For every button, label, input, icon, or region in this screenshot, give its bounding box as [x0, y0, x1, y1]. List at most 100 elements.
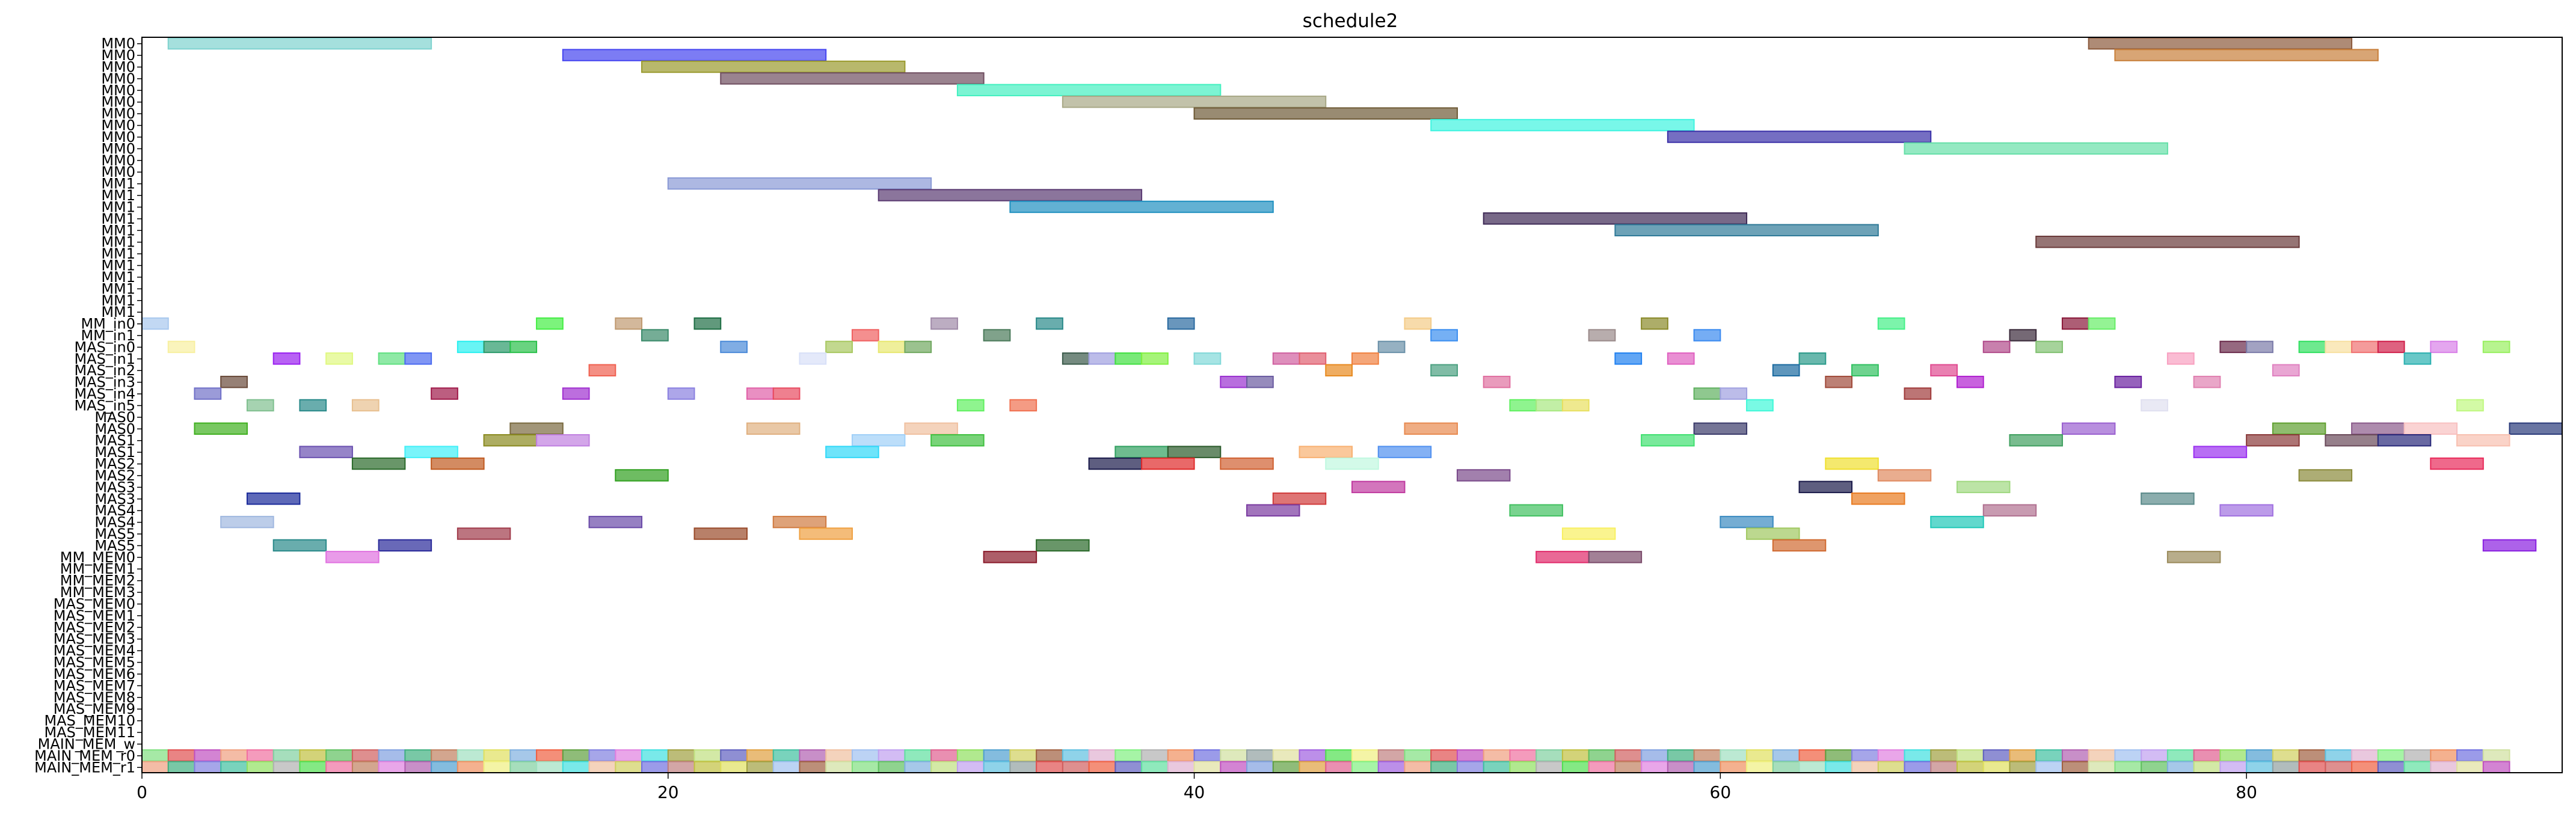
y-tick-label: MAS_MEM8 [54, 689, 135, 706]
y-tick-label: MM0 [101, 140, 135, 157]
main-mem-r1-bar [1036, 761, 1063, 774]
main-mem-r1-bar [1588, 761, 1616, 774]
task-bar [2061, 317, 2089, 330]
main-mem-r1-bar [1641, 761, 1668, 774]
y-tick-label: MM0 [101, 117, 135, 134]
main-mem-r1-bar [272, 761, 301, 774]
task-bar [1930, 515, 1984, 529]
task-bar [1877, 317, 1905, 330]
main-mem-r0-bar [1930, 749, 1958, 762]
bars-layer [141, 37, 2563, 774]
main-mem-r0-bar [2456, 749, 2484, 762]
y-tick-label: MM_MEM2 [60, 572, 135, 589]
y-tick-label: MM0 [101, 35, 135, 52]
main-mem-r1-bar [299, 761, 327, 774]
main-mem-r1-bar [2246, 761, 2273, 774]
task-bar [1404, 422, 1458, 435]
task-bar [2482, 340, 2510, 354]
y-tick-label: MM1 [101, 269, 135, 286]
main-mem-r1-bar [667, 761, 695, 774]
main-mem-r0-bar [904, 749, 932, 762]
main-mem-r0-bar [1825, 749, 1853, 762]
main-mem-r0-bar [272, 749, 301, 762]
main-mem-r1-bar [1957, 761, 1984, 774]
main-mem-r0-bar [588, 749, 616, 762]
y-tick-label: MAS_in5 [74, 397, 135, 414]
main-mem-r1-bar [1509, 761, 1537, 774]
main-mem-r0-bar [1351, 749, 1379, 762]
main-mem-r0-bar [878, 749, 906, 762]
task-bar [1772, 364, 1800, 376]
main-mem-r0-bar [1062, 749, 1090, 762]
task-bar [1957, 375, 1984, 388]
task-bar [667, 387, 695, 400]
task-bar [1772, 539, 1827, 552]
task-bar [141, 317, 169, 330]
task-bar [1456, 469, 1511, 482]
task-bar [1561, 527, 1616, 540]
main-mem-r1-bar [1798, 761, 1827, 774]
task-bar [1193, 107, 1458, 120]
y-tick-label: MM0 [101, 164, 135, 180]
task-bar [2166, 551, 2221, 563]
main-mem-r1-bar [2325, 761, 2353, 774]
main-mem-r1-bar [2403, 761, 2432, 774]
task-bar [1483, 212, 1748, 225]
main-mem-r0-bar [983, 749, 1011, 762]
main-mem-r1-bar [1693, 761, 1721, 774]
main-mem-r1-bar [220, 761, 248, 774]
main-mem-r0-bar [2009, 749, 2037, 762]
task-bar [1746, 399, 1774, 412]
main-mem-r0-bar [2403, 749, 2432, 762]
main-mem-r0-bar [220, 749, 248, 762]
main-mem-r0-bar [2219, 749, 2248, 762]
main-mem-r1-bar [1456, 761, 1484, 774]
task-bar [2325, 340, 2353, 354]
y-tick-label: MM1 [101, 257, 135, 274]
y-tick-label: MAS_in4 [74, 385, 135, 402]
main-mem-r1-bar [1351, 761, 1379, 774]
x-tick-label: 20 [657, 782, 679, 802]
main-mem-r1-bar [1772, 761, 1800, 774]
main-mem-r1-bar [536, 761, 564, 774]
main-mem-r1-bar [1062, 761, 1090, 774]
main-mem-r0-bar [693, 749, 722, 762]
main-mem-r0-bar [325, 749, 353, 762]
task-bar [351, 457, 406, 470]
main-mem-r1-bar [1561, 761, 1590, 774]
main-mem-r0-bar [2482, 749, 2510, 762]
task-bar [693, 527, 748, 540]
main-mem-r1-bar [851, 761, 879, 774]
main-mem-r1-bar [1272, 761, 1300, 774]
task-bar [1246, 504, 1300, 517]
main-mem-r0-bar [720, 749, 748, 762]
main-mem-r0-bar [1299, 749, 1327, 762]
task-bar [1641, 317, 1668, 330]
main-mem-r0-bar [456, 749, 485, 762]
task-bar [456, 527, 511, 540]
task-bar [693, 317, 722, 330]
task-bar [720, 72, 985, 85]
task-bar [2114, 375, 2142, 388]
main-mem-r0-bar [615, 749, 643, 762]
task-bar [2141, 492, 2195, 505]
task-bar [2193, 375, 2221, 388]
task-bar [220, 515, 274, 529]
y-tick-label: MAS3 [94, 479, 135, 495]
task-bar [930, 434, 985, 447]
task-bar [1220, 375, 1248, 388]
task-bar [1009, 200, 1274, 213]
y-tick-label: MM1 [101, 245, 135, 262]
y-tick-label: MM_in0 [81, 316, 135, 333]
main-mem-r0-bar [141, 749, 169, 762]
main-mem-r1-bar [194, 761, 222, 774]
task-bar [351, 399, 380, 412]
task-bar [2351, 422, 2405, 435]
main-mem-r1-bar [1193, 761, 1222, 774]
task-bar [1220, 457, 1274, 470]
task-bar [1377, 446, 1432, 458]
y-tick-label: MM_in1 [81, 327, 135, 344]
main-mem-r0-bar [930, 749, 958, 762]
main-mem-r0-bar [2061, 749, 2089, 762]
main-mem-r0-bar [2141, 749, 2168, 762]
